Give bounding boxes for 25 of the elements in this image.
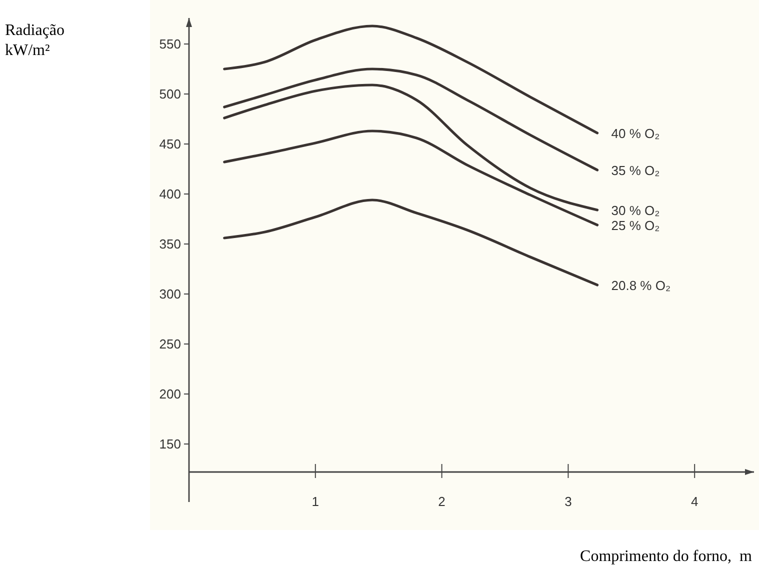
series-label: 20.8 % O₂ (611, 278, 671, 293)
series-label: 25 % O₂ (611, 218, 660, 233)
line-series (223, 24, 599, 134)
x-tick-label: 4 (690, 494, 698, 509)
y-tick-label: 300 (159, 286, 181, 302)
text: Radiação kW/m² (5, 22, 65, 59)
y-tick-label: 500 (159, 86, 181, 102)
x-tick-label: 1 (312, 494, 320, 509)
y-tick-label: 200 (159, 386, 181, 402)
y-tick-label: 400 (159, 186, 181, 202)
y-tick-label: 550 (159, 36, 181, 52)
y-tick-label: 250 (159, 336, 181, 352)
y-tick-label: 150 (159, 436, 181, 452)
series-label: 35 % O₂ (611, 163, 660, 178)
y-tick-label: 350 (159, 236, 181, 252)
line-series (223, 198, 599, 286)
line-series (223, 130, 599, 226)
series-label: 30 % O₂ (611, 203, 660, 218)
line-series (223, 68, 599, 172)
line-series (223, 84, 599, 212)
x-axis-title: Comprimento do forno, m (580, 548, 753, 565)
series-label: 40 % O₂ (611, 126, 660, 141)
x-tick-label: 3 (564, 494, 572, 509)
y-tick-label: 450 (159, 136, 181, 152)
x-tick-label: 2 (438, 494, 446, 509)
